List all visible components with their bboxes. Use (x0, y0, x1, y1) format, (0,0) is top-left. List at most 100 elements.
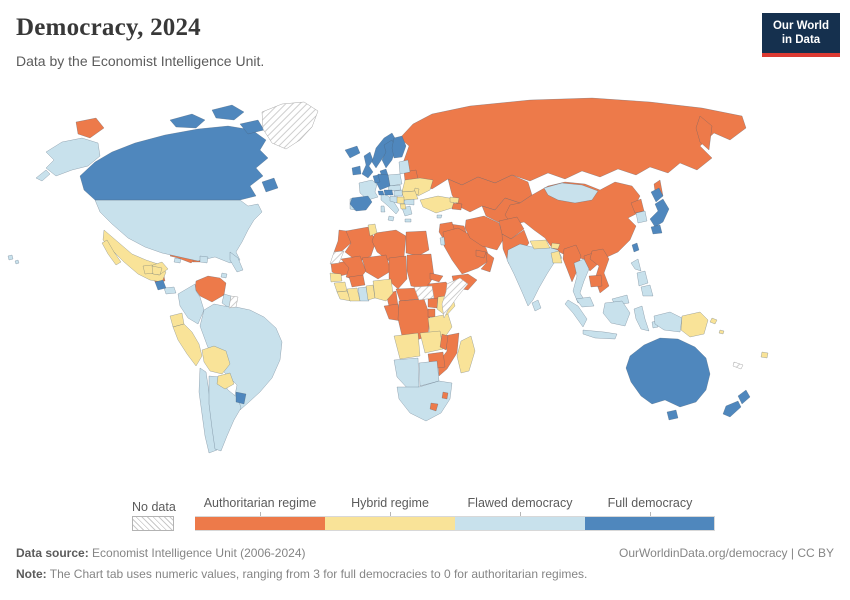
country-canada-newfoundland[interactable] (261, 177, 279, 193)
country-lesotho[interactable] (429, 402, 439, 412)
country-usa-hawaii[interactable] (7, 254, 14, 261)
country-new-zealand-north[interactable] (737, 389, 751, 405)
country-solomon-islands[interactable] (718, 329, 725, 335)
country-new-zealand-south[interactable] (722, 400, 742, 418)
country-sicily[interactable] (387, 215, 395, 222)
country-france[interactable] (358, 179, 379, 201)
country-eritrea[interactable] (429, 272, 444, 283)
country-mongolia[interactable] (543, 182, 599, 204)
country-angola[interactable] (393, 332, 421, 360)
country-israel[interactable] (439, 236, 446, 246)
country-zambia[interactable] (419, 330, 444, 354)
country-japan-kyushu[interactable] (650, 224, 663, 235)
country-benelux[interactable] (372, 174, 381, 184)
country-chad[interactable] (388, 255, 408, 290)
owid-logo[interactable]: Our World in Data (762, 13, 840, 57)
region-south-sudan[interactable] (413, 285, 435, 301)
country-poland[interactable] (387, 173, 403, 187)
country-indonesia-papua[interactable] (653, 311, 683, 333)
country-indonesia-java[interactable] (582, 329, 618, 340)
country-tunisia[interactable] (367, 223, 378, 237)
country-ivory-coast[interactable] (346, 287, 361, 302)
country-usa-alaska[interactable] (45, 137, 101, 177)
country-egypt[interactable] (405, 230, 430, 257)
region-suriname[interactable] (228, 295, 239, 309)
country-namibia[interactable] (393, 357, 420, 391)
region-western-sahara[interactable] (329, 250, 345, 265)
legend-item-flawed[interactable]: Flawed democracy (455, 496, 585, 531)
country-spain[interactable] (349, 195, 373, 212)
country-bangladesh[interactable] (550, 250, 563, 264)
country-guinea[interactable] (333, 281, 348, 293)
country-uruguay[interactable] (235, 391, 247, 405)
map-no-data-regions[interactable] (228, 101, 744, 370)
country-indonesia-sumatra[interactable] (564, 299, 588, 328)
country-dominican-republic[interactable] (199, 255, 209, 264)
country-south-africa[interactable] (396, 380, 453, 422)
country-philippines-mindanao[interactable] (640, 284, 654, 297)
country-iran[interactable] (464, 215, 505, 251)
region-new-caledonia[interactable] (732, 361, 744, 370)
country-malawi[interactable] (439, 333, 449, 351)
map-flawed-democracy-countries[interactable] (7, 137, 683, 454)
country-dr-congo[interactable] (397, 298, 431, 342)
country-vietnam[interactable] (589, 248, 610, 294)
country-malaysia[interactable] (575, 296, 595, 308)
country-russia-chukotka[interactable] (75, 117, 105, 139)
legend-item-full[interactable]: Full democracy (585, 496, 715, 531)
country-georgia[interactable] (449, 196, 460, 204)
country-afghanistan[interactable] (498, 216, 525, 240)
country-uae-qatar[interactable] (475, 249, 487, 259)
country-ireland[interactable] (351, 165, 362, 176)
country-indonesia-sulawesi[interactable] (633, 305, 650, 332)
map-full-democracy-countries[interactable] (79, 104, 751, 421)
country-philippines-luzon[interactable] (630, 258, 642, 272)
country-usa-florida[interactable] (229, 251, 244, 273)
country-nigeria[interactable] (372, 278, 394, 302)
legend-item-authoritarian[interactable]: Authoritarian regime (195, 496, 325, 531)
country-usa-hawaii-2[interactable] (14, 259, 20, 265)
country-sardinia[interactable] (380, 205, 386, 213)
country-panama[interactable] (163, 286, 177, 295)
country-papua-new-guinea[interactable] (680, 311, 709, 338)
map-authoritarian-enclaves[interactable] (429, 333, 449, 412)
country-crete[interactable] (404, 218, 412, 223)
country-canada-arctic-2[interactable] (211, 104, 245, 121)
country-taiwan[interactable] (631, 242, 640, 253)
country-rwanda-burundi[interactable] (427, 308, 436, 318)
country-bhutan[interactable] (550, 242, 561, 250)
country-fiji[interactable] (760, 351, 769, 359)
country-mexico-baja[interactable] (101, 239, 122, 266)
country-senegal[interactable] (329, 272, 343, 283)
country-oman[interactable] (480, 251, 495, 273)
country-costa-rica[interactable] (154, 279, 167, 291)
country-iceland[interactable] (344, 145, 361, 159)
country-cambodia[interactable] (588, 274, 603, 288)
region-somalia[interactable] (441, 277, 469, 319)
country-romania[interactable] (401, 190, 419, 201)
country-png-islands[interactable] (709, 317, 718, 325)
legend-item-hybrid[interactable]: Hybrid regime (325, 496, 455, 531)
country-ghana[interactable] (357, 286, 370, 302)
country-baltics[interactable] (398, 159, 411, 175)
legend-item-no-data[interactable]: No data (132, 500, 176, 531)
country-burkina-faso[interactable] (348, 274, 366, 288)
country-niger[interactable] (361, 254, 392, 280)
country-honduras[interactable] (151, 265, 163, 276)
country-trinidad[interactable] (220, 272, 228, 279)
country-peru[interactable] (172, 323, 203, 367)
country-albania[interactable] (399, 203, 407, 210)
country-eswatini[interactable] (441, 391, 449, 400)
country-nepal[interactable] (529, 239, 551, 250)
region-greenland[interactable] (261, 101, 319, 150)
country-finland[interactable] (391, 135, 407, 159)
country-canada[interactable] (79, 125, 269, 201)
country-canada-arctic-1[interactable] (169, 113, 206, 129)
country-uganda[interactable] (427, 297, 439, 309)
world-choropleth-map[interactable] (0, 85, 850, 497)
country-saudi-arabia[interactable] (442, 227, 491, 275)
country-bolivia[interactable] (201, 345, 231, 375)
country-paraguay[interactable] (216, 372, 235, 390)
country-japan-honshu[interactable] (649, 198, 670, 228)
owid-link[interactable]: OurWorldinData.org/democracy | CC BY (619, 546, 834, 560)
